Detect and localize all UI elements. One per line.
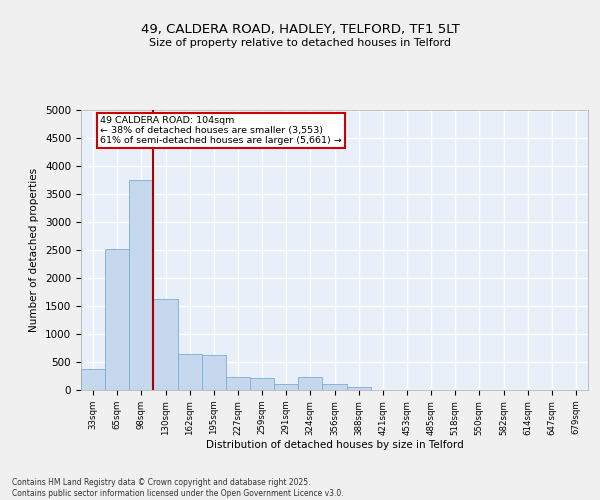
Bar [322, 384, 347, 390]
Y-axis label: Number of detached properties: Number of detached properties [29, 168, 40, 332]
Bar [274, 384, 298, 390]
Bar [250, 378, 274, 390]
Bar [226, 377, 250, 390]
Bar [129, 180, 154, 390]
Bar [105, 249, 129, 390]
Bar [202, 356, 226, 390]
Bar [347, 387, 371, 390]
Text: 49, CALDERA ROAD, HADLEY, TELFORD, TF1 5LT: 49, CALDERA ROAD, HADLEY, TELFORD, TF1 5… [140, 22, 460, 36]
Bar [154, 300, 178, 390]
Bar [81, 370, 105, 390]
X-axis label: Distribution of detached houses by size in Telford: Distribution of detached houses by size … [206, 440, 463, 450]
Bar [178, 354, 202, 390]
Text: 49 CALDERA ROAD: 104sqm
← 38% of detached houses are smaller (3,553)
61% of semi: 49 CALDERA ROAD: 104sqm ← 38% of detache… [100, 116, 342, 146]
Text: Contains HM Land Registry data © Crown copyright and database right 2025.
Contai: Contains HM Land Registry data © Crown c… [12, 478, 344, 498]
Text: Size of property relative to detached houses in Telford: Size of property relative to detached ho… [149, 38, 451, 48]
Bar [298, 376, 322, 390]
